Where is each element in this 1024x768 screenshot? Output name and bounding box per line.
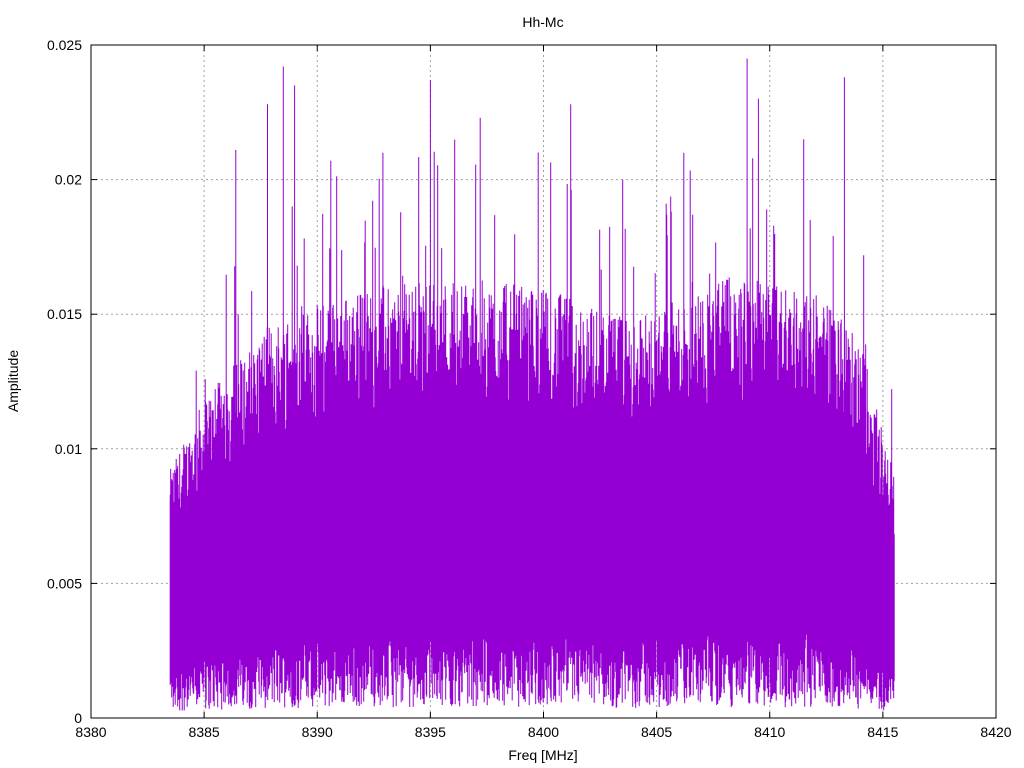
x-tick-label: 8380 (75, 724, 106, 740)
series-layer (169, 58, 895, 711)
x-tick-label: 8400 (528, 724, 559, 740)
x-tick-label: 8415 (867, 724, 898, 740)
y-tick-label: 0.015 (47, 306, 82, 322)
y-tick-label: 0.025 (47, 37, 82, 53)
chart-title: Hh-Mc (522, 14, 563, 30)
y-axis-label: Amplitude (5, 350, 21, 412)
x-tick-label: 8410 (754, 724, 785, 740)
x-tick-label: 8395 (415, 724, 446, 740)
y-tick-label: 0.01 (55, 441, 82, 457)
series-line (169, 58, 895, 711)
x-axis-label: Freq [MHz] (508, 747, 577, 763)
x-tick-label: 8405 (641, 724, 672, 740)
x-tick-label: 8420 (980, 724, 1011, 740)
y-tick-label: 0.02 (55, 172, 82, 188)
y-tick-label: 0 (74, 710, 82, 726)
tick-layer: 8380 8385 8390 8395 8400 8405 8410 8415 8420 0 0.0… (47, 37, 1012, 740)
x-tick-label: 8390 (302, 724, 333, 740)
x-tick-label: 8385 (189, 724, 220, 740)
y-tick-label: 0.005 (47, 575, 82, 591)
